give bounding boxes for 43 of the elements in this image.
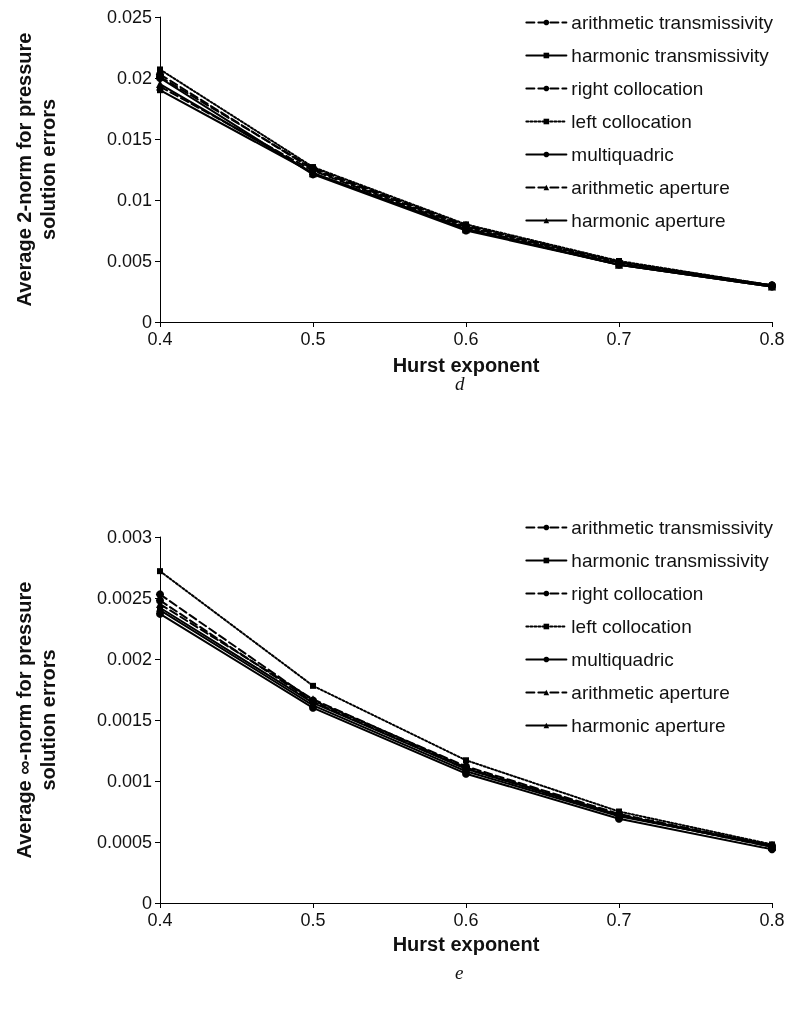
legend-label: arithmetic aperture [571, 177, 730, 198]
legend-label: multiquadric [571, 144, 674, 165]
x-tick-label: 0.4 [147, 910, 173, 930]
y-tick-label: 0.015 [106, 129, 152, 149]
legend-label: harmonic aperture [571, 715, 726, 736]
y-tick-label: 0.001 [106, 771, 152, 791]
legend-label: harmonic transmissivity [571, 45, 770, 66]
x-tick-label: 0.8 [759, 329, 785, 349]
legend-label: harmonic aperture [571, 210, 726, 231]
x-tick-label: 0.4 [147, 329, 173, 349]
x-tick-label: 0.6 [453, 910, 479, 930]
legend-label: multiquadric [571, 649, 674, 670]
y-tick-label: 0.0025 [96, 588, 152, 608]
y-axis-title: Average 2-norm for pressure solution errors [13, 32, 59, 307]
legend-label: right collocation [571, 583, 704, 604]
x-tick-label: 0.8 [759, 910, 785, 930]
legend-label: arithmetic transmissivity [571, 517, 774, 538]
x-tick-label: 0.7 [606, 329, 632, 349]
legend-label: left collocation [571, 111, 692, 132]
y-tick-label: 0 [141, 893, 152, 913]
y-tick-label: 0.002 [106, 649, 152, 669]
x-tick-label: 0.6 [453, 329, 479, 349]
y-tick-label: 0.025 [106, 7, 152, 27]
x-tick-label: 0.5 [300, 329, 326, 349]
y-tick-label: 0.0015 [96, 710, 152, 730]
legend-label: arithmetic aperture [571, 682, 730, 703]
y-tick-label: 0.005 [106, 251, 152, 271]
y-tick-label: 0.0005 [96, 832, 152, 852]
x-tick-label: 0.7 [606, 910, 632, 930]
x-tick-label: 0.5 [300, 910, 326, 930]
legend-label: harmonic transmissivity [571, 550, 770, 571]
legend-label: arithmetic transmissivity [571, 12, 774, 33]
legend-label: right collocation [571, 78, 704, 99]
y-tick-label: 0 [141, 312, 152, 332]
text: e [455, 962, 464, 983]
y-tick-label: 0.003 [106, 527, 152, 547]
text: d [455, 373, 465, 394]
x-axis-title: Hurst exponent [392, 932, 540, 955]
y-tick-label: 0.02 [116, 68, 152, 88]
legend-label: left collocation [571, 616, 692, 637]
y-axis-title: Average ∞-norm for pressure solution errors [13, 581, 59, 859]
x-axis-title: Hurst exponent [392, 354, 540, 376]
y-tick-label: 0.01 [116, 190, 152, 210]
